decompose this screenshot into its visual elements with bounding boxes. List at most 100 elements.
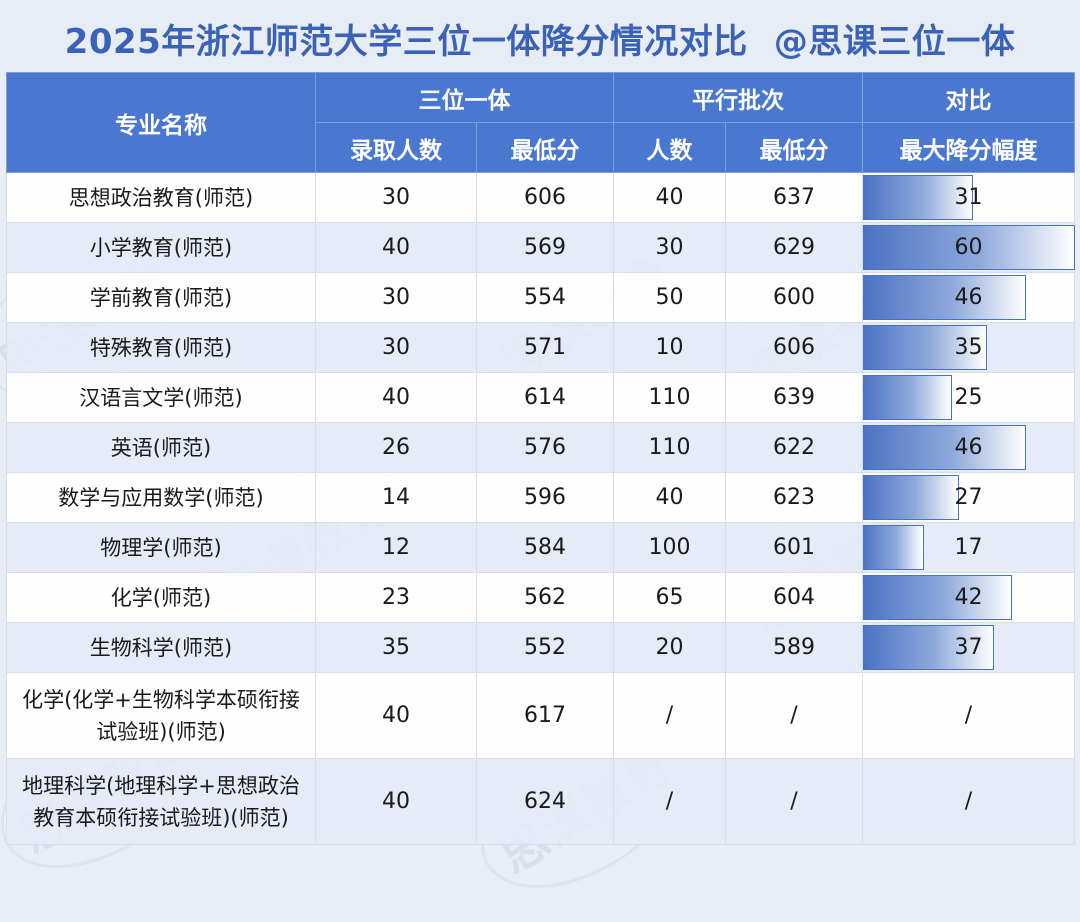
header-group-compare: 对比 — [862, 72, 1075, 123]
drop-value: 17 — [954, 535, 983, 560]
major-name-line: 教育本硕衔接试验班)(师范) — [33, 805, 289, 830]
drop-bar — [863, 625, 995, 670]
sanwei-min: 596 — [476, 472, 614, 523]
major-name: 数学与应用数学(师范) — [6, 472, 316, 523]
pingxing-count: 40 — [613, 172, 726, 223]
drop-cell: 60 — [862, 222, 1075, 273]
title-handle: @思课三位一体 — [773, 21, 1016, 62]
drop-cell: 46 — [862, 272, 1075, 323]
drop-bar — [863, 275, 1026, 320]
pingxing-count: 50 — [613, 272, 726, 323]
major-name: 英语(师范) — [6, 422, 316, 473]
sanwei-min: 624 — [476, 758, 614, 845]
sanwei-min: 554 — [476, 272, 614, 323]
major-name: 物理学(师范) — [6, 522, 316, 573]
sanwei-count: 14 — [315, 472, 477, 523]
header-group-pingxing: 平行批次 — [613, 72, 863, 123]
table-row: 特殊教育(师范) 30 571 10 606 35 — [6, 322, 1075, 373]
sanwei-min: 562 — [476, 572, 614, 623]
drop-value: / — [862, 672, 1075, 759]
sanwei-min: 617 — [476, 672, 614, 759]
drop-bar — [863, 325, 988, 370]
header-sanwei-count: 录取人数 — [315, 122, 477, 173]
sanwei-min: 576 — [476, 422, 614, 473]
drop-bar — [863, 525, 924, 570]
drop-value: 37 — [954, 635, 983, 660]
major-name: 特殊教育(师范) — [6, 322, 316, 373]
table-row: 汉语言文学(师范) 40 614 110 639 25 — [6, 372, 1075, 423]
drop-value: 35 — [954, 335, 983, 360]
sanwei-min: 614 — [476, 372, 614, 423]
sanwei-min: 584 — [476, 522, 614, 573]
table-row: 物理学(师范) 12 584 100 601 17 — [6, 522, 1075, 573]
header-compare-max: 最大降分幅度 — [862, 122, 1075, 173]
sanwei-count: 40 — [315, 372, 477, 423]
drop-bar — [863, 425, 1026, 470]
pingxing-count: 20 — [613, 622, 726, 673]
drop-value: 31 — [954, 185, 983, 210]
drop-bar — [863, 575, 1012, 620]
page-title: 2025年浙江师范大学三位一体降分情况对比 @思课三位一体 — [0, 0, 1080, 76]
header-pingxing-min: 最低分 — [725, 122, 863, 173]
pingxing-count: / — [613, 758, 726, 845]
drop-bar — [863, 175, 974, 220]
pingxing-min: 629 — [725, 222, 863, 273]
drop-value: 46 — [954, 435, 983, 460]
major-name: 生物科学(师范) — [6, 622, 316, 673]
drop-value: 25 — [954, 385, 983, 410]
comparison-table: 专业名称 三位一体 平行批次 对比 录取人数 最低分 人数 最低分 最大降分幅度… — [6, 72, 1075, 845]
pingxing-min: 589 — [725, 622, 863, 673]
major-name: 小学教育(师范) — [6, 222, 316, 273]
pingxing-min: 623 — [725, 472, 863, 523]
sanwei-count: 40 — [315, 758, 477, 845]
drop-cell: 37 — [862, 622, 1075, 673]
sanwei-count: 26 — [315, 422, 477, 473]
pingxing-count: 10 — [613, 322, 726, 373]
table-row: 学前教育(师范) 30 554 50 600 46 — [6, 272, 1075, 323]
major-name: 地理科学(地理科学+思想政治 教育本硕衔接试验班)(师范) — [6, 758, 316, 845]
table-row: 思想政治教育(师范) 30 606 40 637 31 — [6, 172, 1075, 223]
sanwei-min: 552 — [476, 622, 614, 673]
major-name-line: 地理科学(地理科学+思想政治 — [22, 773, 300, 798]
table-row: 英语(师范) 26 576 110 622 46 — [6, 422, 1075, 473]
header-pingxing-count: 人数 — [613, 122, 726, 173]
header-group-sanwei: 三位一体 — [315, 72, 614, 123]
pingxing-count: 30 — [613, 222, 726, 273]
sanwei-count: 12 — [315, 522, 477, 573]
sanwei-count: 35 — [315, 622, 477, 673]
sanwei-count: 40 — [315, 222, 477, 273]
drop-value: / — [862, 758, 1075, 845]
major-name: 汉语言文学(师范) — [6, 372, 316, 423]
title-text: 2025年浙江师范大学三位一体降分情况对比 — [64, 21, 748, 62]
table-row: 生物科学(师范) 35 552 20 589 37 — [6, 622, 1075, 673]
sanwei-count: 30 — [315, 272, 477, 323]
table-row: 小学教育(师范) 40 569 30 629 60 — [6, 222, 1075, 273]
pingxing-min: 601 — [725, 522, 863, 573]
drop-value: 42 — [954, 585, 983, 610]
drop-cell: 27 — [862, 472, 1075, 523]
major-name-line: 化学(化学+生物科学本硕衔接 — [22, 687, 300, 712]
drop-cell: 25 — [862, 372, 1075, 423]
pingxing-count: 40 — [613, 472, 726, 523]
drop-bar — [863, 475, 959, 520]
major-name: 化学(化学+生物科学本硕衔接 试验班)(师范) — [6, 672, 316, 759]
sanwei-count: 23 — [315, 572, 477, 623]
table-row: 地理科学(地理科学+思想政治 教育本硕衔接试验班)(师范) 40 624 / /… — [6, 758, 1075, 845]
pingxing-count: 65 — [613, 572, 726, 623]
major-name-line: 试验班)(师范) — [96, 719, 226, 744]
table-row: 化学(化学+生物科学本硕衔接 试验班)(师范) 40 617 / / / — [6, 672, 1075, 759]
pingxing-count: 110 — [613, 422, 726, 473]
pingxing-min: 600 — [725, 272, 863, 323]
drop-value: 60 — [954, 235, 983, 260]
pingxing-min: 622 — [725, 422, 863, 473]
drop-cell: 42 — [862, 572, 1075, 623]
sanwei-min: 569 — [476, 222, 614, 273]
pingxing-min: 639 — [725, 372, 863, 423]
sanwei-count: 40 — [315, 672, 477, 759]
pingxing-min: 604 — [725, 572, 863, 623]
table-row: 数学与应用数学(师范) 14 596 40 623 27 — [6, 472, 1075, 523]
major-name: 化学(师范) — [6, 572, 316, 623]
pingxing-count: / — [613, 672, 726, 759]
pingxing-min: / — [725, 672, 863, 759]
pingxing-min: 637 — [725, 172, 863, 223]
